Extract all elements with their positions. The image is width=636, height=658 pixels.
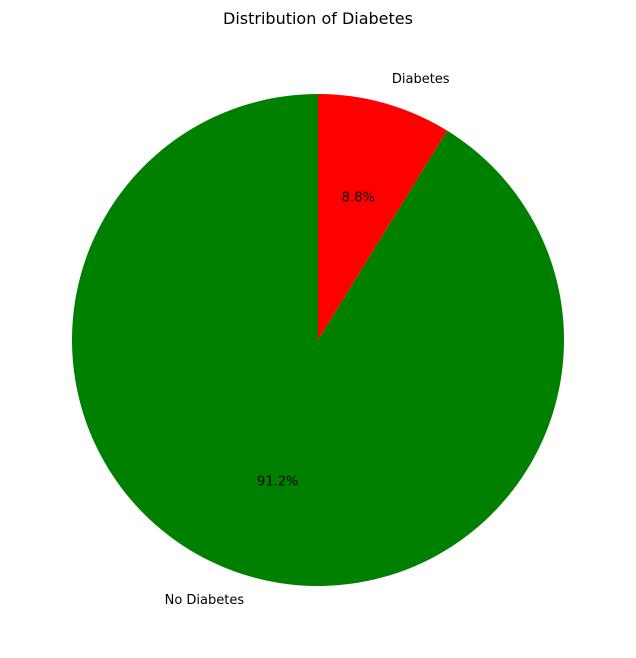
slice-label-diabetes: Diabetes	[392, 72, 450, 87]
pct-label-no-diabetes: 91.2%	[257, 474, 298, 489]
pie-labels: 91.2% No Diabetes 8.8% Diabetes	[165, 72, 450, 608]
pie-slice-diabetes	[318, 94, 448, 340]
pie-slices	[71, 94, 564, 586]
pct-label-diabetes: 8.8%	[342, 191, 375, 206]
slice-label-no-diabetes: No Diabetes	[165, 593, 245, 608]
chart-title: Distribution of Diabetes	[223, 9, 413, 28]
